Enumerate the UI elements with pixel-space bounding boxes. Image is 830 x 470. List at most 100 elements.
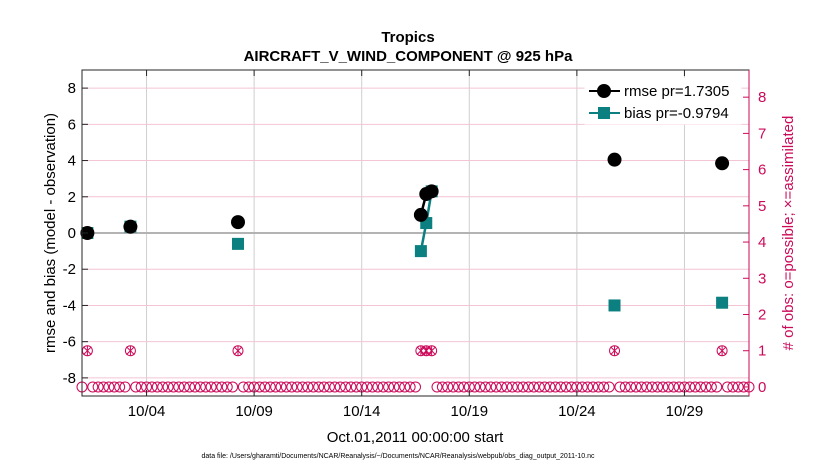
legend-rmse-label: rmse pr=1.7305 <box>624 83 729 100</box>
obs-possible-marker <box>162 381 174 393</box>
obs-possible-marker <box>619 381 631 393</box>
obs-possible-marker <box>447 381 459 393</box>
obs-possible-marker <box>469 381 481 393</box>
obs-count-markers <box>76 345 755 393</box>
obs-possible-marker <box>630 381 642 393</box>
y2-tick-label: 0 <box>758 379 766 396</box>
obs-possible-marker <box>157 381 169 393</box>
bias-point <box>716 296 729 309</box>
obs-possible-marker <box>657 381 669 393</box>
obs-possible-marker <box>533 381 545 393</box>
obs-possible-marker <box>270 381 282 393</box>
obs-possible-marker <box>549 381 561 393</box>
obs-possible-marker <box>544 381 556 393</box>
y-tick-label: -6 <box>63 334 76 351</box>
obs-possible-marker <box>587 381 599 393</box>
obs-possible-marker <box>479 381 491 393</box>
y-tick-label: -4 <box>63 297 76 314</box>
obs-possible-marker <box>205 381 217 393</box>
obs-possible-marker <box>361 381 373 393</box>
obs-assimilated-marker <box>717 345 727 356</box>
data-file-footnote: data file: /Users/gharamti/Documents/NCA… <box>201 453 595 460</box>
obs-possible-marker <box>496 381 508 393</box>
rmse-point <box>123 219 138 234</box>
obs-possible-marker <box>329 381 341 393</box>
obs-possible-marker <box>243 381 255 393</box>
obs-possible-marker <box>366 381 378 393</box>
x-tick-label: 10/24 <box>558 403 596 420</box>
obs-possible-marker <box>216 381 228 393</box>
y-tick-label: 8 <box>68 80 76 97</box>
obs-possible-marker <box>641 381 653 393</box>
rmse-point <box>230 215 245 230</box>
obs-possible-marker <box>307 381 319 393</box>
bias-point <box>608 299 621 312</box>
obs-possible-marker <box>146 381 158 393</box>
obs-possible-marker <box>458 381 470 393</box>
obs-possible-marker <box>130 381 142 393</box>
chart-subtitle: AIRCRAFT_V_WIND_COMPONENT @ 925 hPa <box>244 48 574 65</box>
obs-possible-marker <box>254 381 266 393</box>
obs-possible-marker <box>727 381 739 393</box>
obs-possible-marker <box>114 381 126 393</box>
rmse-point <box>607 152 622 167</box>
rmse-point <box>424 184 439 199</box>
y-tick-label: -8 <box>63 370 76 387</box>
obs-possible-marker <box>297 381 309 393</box>
y-tick-label: 0 <box>68 225 76 242</box>
y2-tick-label: 2 <box>758 307 766 324</box>
obs-possible-marker <box>501 381 513 393</box>
obs-possible-marker <box>275 381 287 393</box>
obs-possible-marker <box>565 381 577 393</box>
obs-assimilated-marker <box>610 345 619 356</box>
x-axis-label: Oct.01,2011 00:00:00 start <box>327 429 504 446</box>
obs-possible-marker <box>388 381 400 393</box>
obs-possible-marker <box>614 381 626 393</box>
obs-possible-marker <box>280 381 292 393</box>
obs-possible-marker <box>318 381 330 393</box>
obs-possible-marker <box>517 381 529 393</box>
obs-possible-marker <box>178 381 190 393</box>
obs-possible-marker <box>555 381 567 393</box>
obs-possible-marker <box>684 381 696 393</box>
obs-possible-marker <box>668 381 680 393</box>
y2-tick-label: 4 <box>758 234 766 251</box>
y2-tick-label: 3 <box>758 270 766 287</box>
obs-possible-marker <box>490 381 502 393</box>
obs-possible-marker <box>302 381 314 393</box>
y-tick-label: 6 <box>68 116 76 133</box>
series-markers <box>80 152 730 312</box>
rmse-point <box>715 156 730 171</box>
legend-bias-label: bias pr=-0.9794 <box>624 105 729 122</box>
obs-possible-marker <box>210 381 222 393</box>
y-tick-label: -2 <box>63 261 76 278</box>
obs-possible-marker <box>313 381 325 393</box>
obs-possible-marker <box>259 381 271 393</box>
y2-tick-label: 1 <box>758 343 766 360</box>
obs-possible-marker <box>474 381 486 393</box>
obs-possible-marker <box>695 381 707 393</box>
obs-possible-marker <box>119 381 131 393</box>
obs-possible-marker <box>173 381 185 393</box>
obs-possible-marker <box>442 381 454 393</box>
obs-possible-marker <box>323 381 335 393</box>
legend-box <box>584 77 742 125</box>
obs-possible-marker <box>383 381 395 393</box>
obs-possible-marker <box>431 381 443 393</box>
obs-possible-marker <box>582 381 594 393</box>
obs-possible-marker <box>436 381 448 393</box>
obs-possible-marker <box>625 381 637 393</box>
y-axis-label: rmse and bias (model - observation) <box>42 113 59 353</box>
legend-bias-marker <box>598 107 610 119</box>
x-tick-label: 10/14 <box>343 403 381 420</box>
obs-possible-marker <box>345 381 357 393</box>
x-tick-label: 10/04 <box>128 403 166 420</box>
obs-possible-marker <box>522 381 534 393</box>
legend-rmse-marker <box>597 84 611 98</box>
obs-possible-marker <box>237 381 249 393</box>
obs-possible-marker <box>291 381 303 393</box>
obs-possible-marker <box>194 381 206 393</box>
y2-tick-label: 8 <box>758 89 766 106</box>
obs-possible-marker <box>377 381 389 393</box>
